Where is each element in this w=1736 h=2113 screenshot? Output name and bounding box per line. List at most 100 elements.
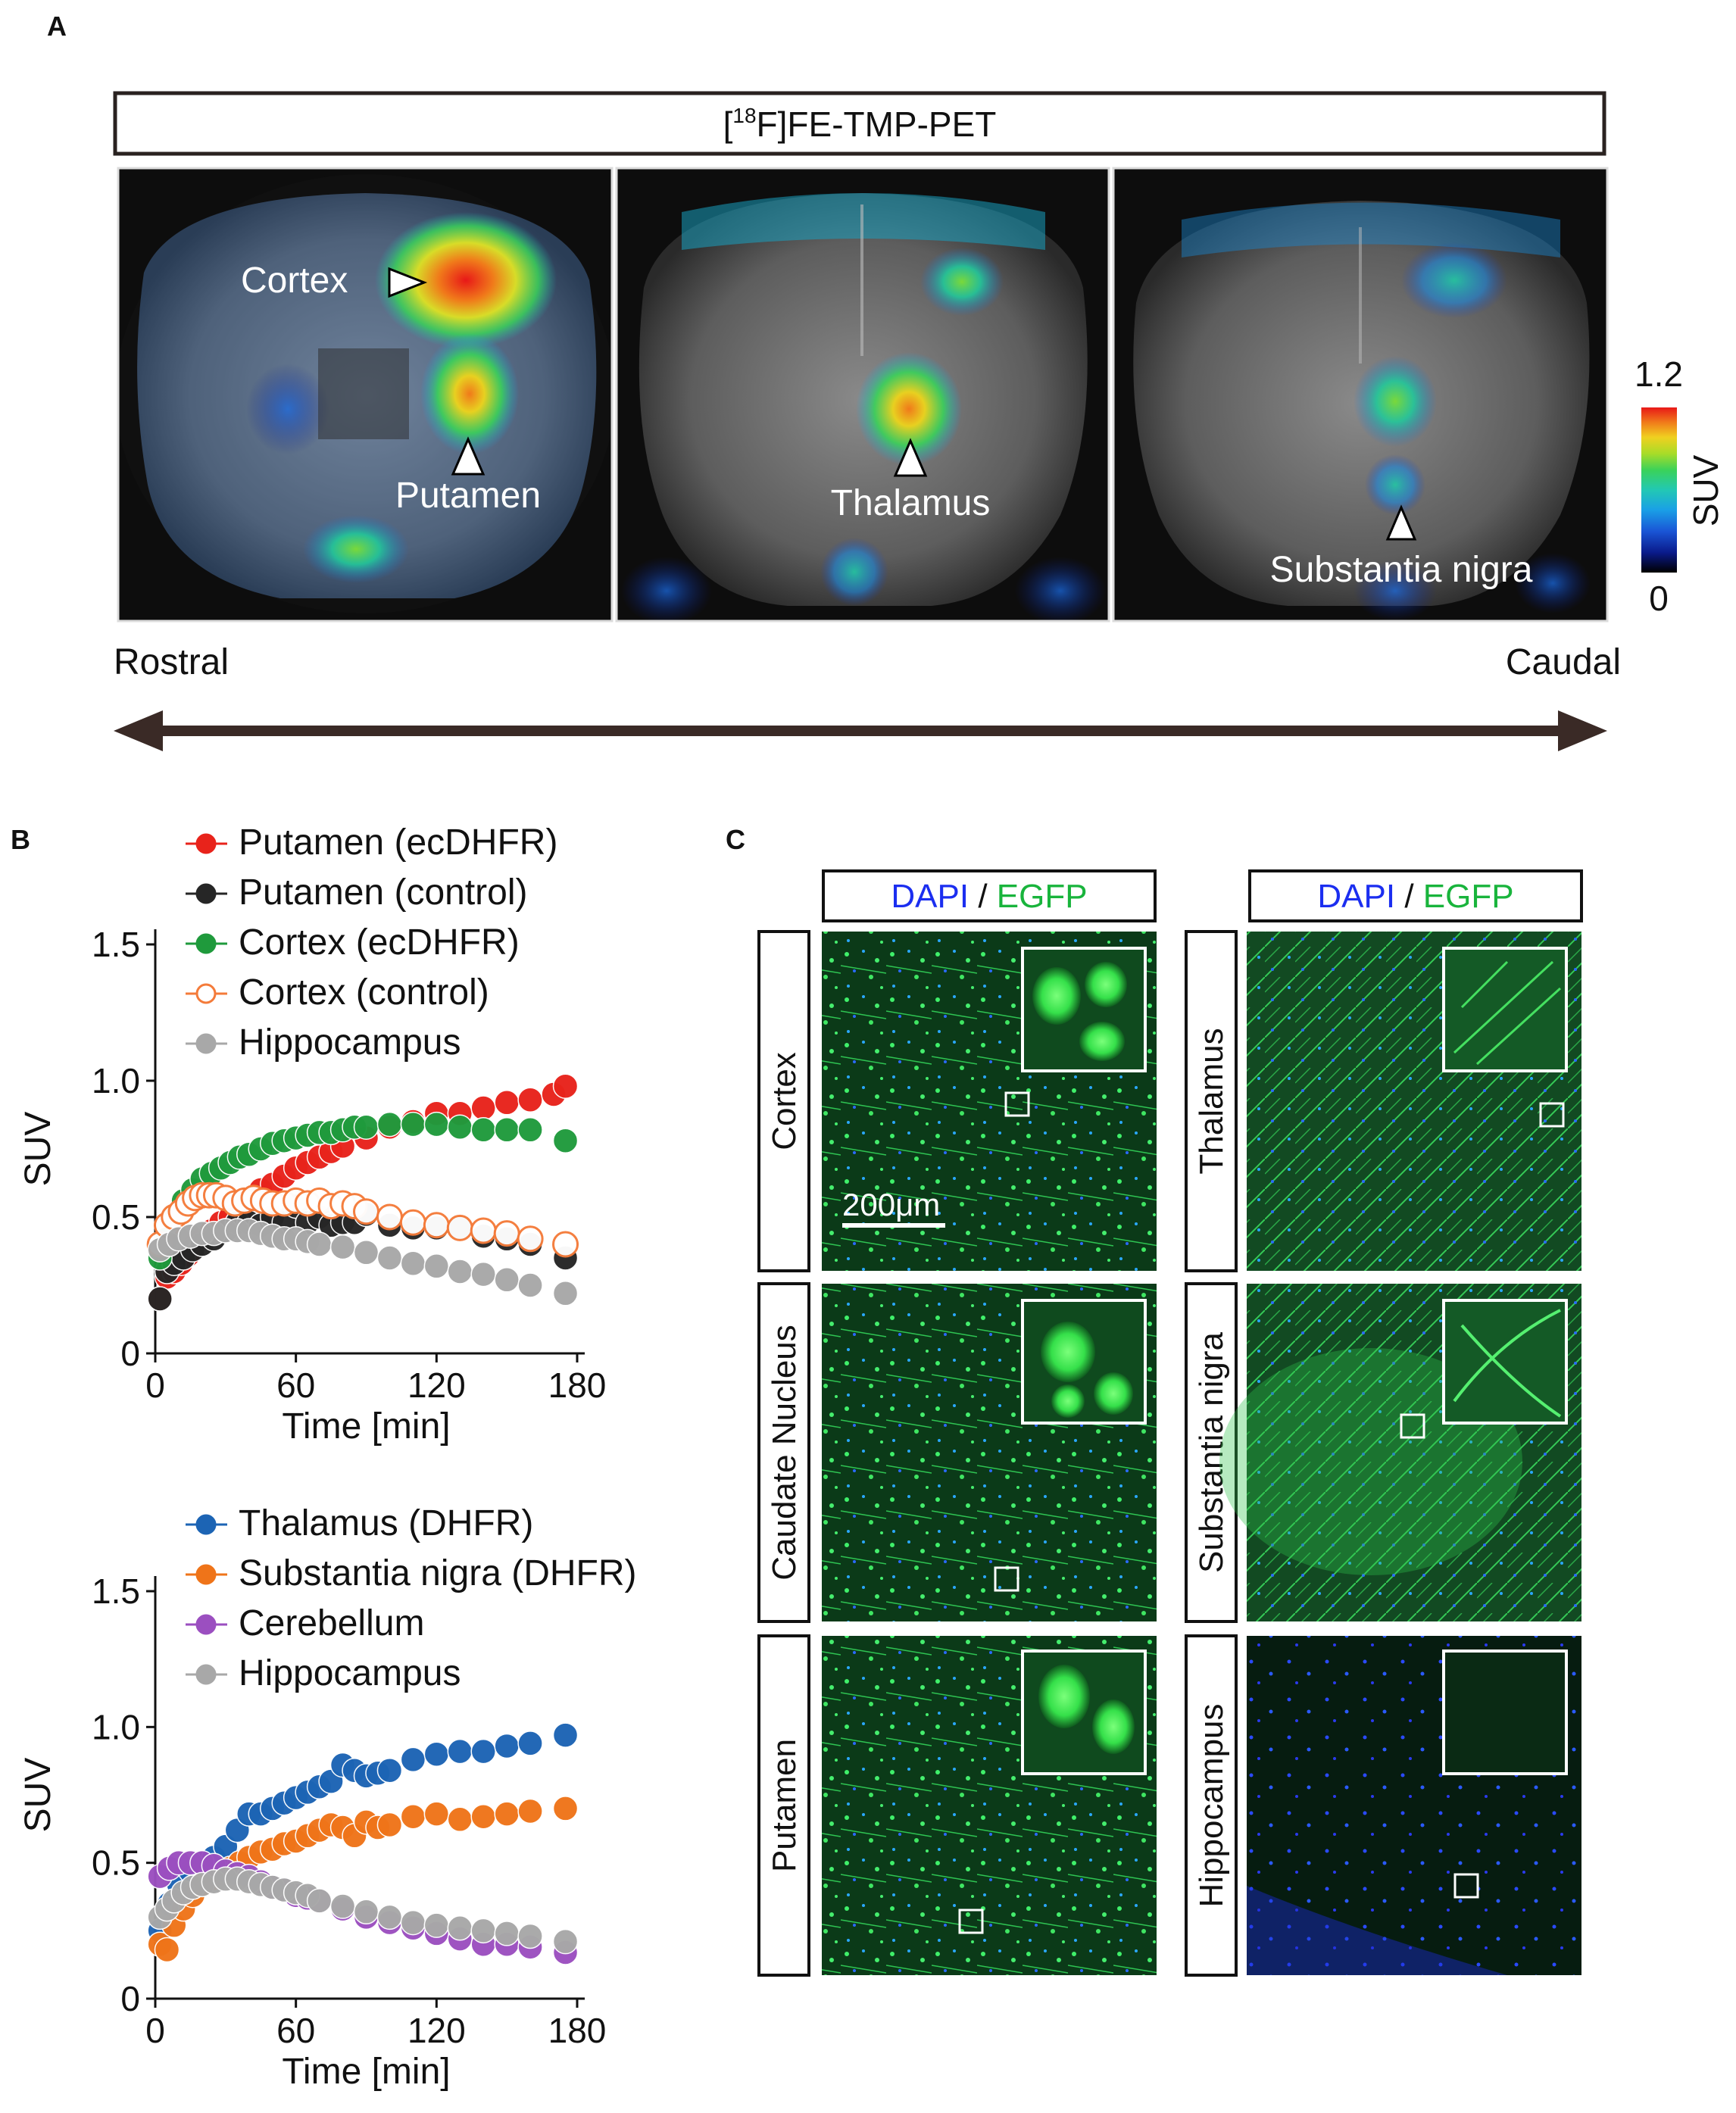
data-point-thalamus-dhfr <box>470 1738 496 1765</box>
data-point-thalamus-dhfr <box>552 1722 579 1748</box>
y-axis-label: SUV <box>18 1112 58 1187</box>
panel-c-letter: C <box>726 824 745 855</box>
data-point-cortex-ecdhfr <box>494 1117 520 1143</box>
legend-marker-cortex-ecdhfr <box>195 933 217 954</box>
chart-bottom: Thalamus (DHFR) Substantia nigra (DHFR) Ce… <box>18 1503 637 2092</box>
data-point-hippocampus <box>306 1231 333 1257</box>
legend-label-cerebellum: Cerebellum <box>239 1603 424 1643</box>
data-point-thalamus-dhfr <box>494 1733 520 1759</box>
y-tick-label: 0.5 <box>92 1197 140 1237</box>
x-tick-label: 0 <box>145 2011 165 2050</box>
micrograph-hippocampus <box>1247 1636 1581 1975</box>
x-axis-label: Time [min] <box>282 2052 450 2092</box>
legend-label-putamen-control: Putamen (control) <box>239 872 528 913</box>
axis-arrow-right <box>1558 710 1607 751</box>
data-point-hippocampus <box>306 1888 333 1914</box>
data-point-cortex-ecdhfr <box>400 1111 426 1138</box>
data-point-putamen-ecdhfr <box>470 1095 496 1121</box>
data-point-substantia-nigra-dhfr <box>423 1801 450 1827</box>
data-point-hippocampus <box>376 1904 403 1930</box>
data-point-substantia-nigra-dhfr <box>447 1806 473 1833</box>
data-point-hippocampus <box>517 1272 543 1298</box>
legend-marker-cerebellum <box>195 1614 217 1635</box>
data-point-hippocampus <box>329 1234 356 1260</box>
data-point-hippocampus <box>517 1923 543 1949</box>
data-point-thalamus-dhfr <box>517 1731 543 1756</box>
legend-label-putamen-ecdhfr: Putamen (ecDHFR) <box>239 822 557 863</box>
data-point-substantia-nigra-dhfr <box>517 1798 543 1824</box>
axis-arrow-left <box>114 710 163 751</box>
y-tick-label: 1.0 <box>92 1707 140 1746</box>
header-right: DAPI / EGFP <box>1317 878 1513 915</box>
pet-banner-title: [18F]FE-TMP-PET <box>723 104 997 144</box>
data-point-thalamus-dhfr <box>400 1746 426 1773</box>
micrograph-substantia-nigra <box>1219 1284 1581 1621</box>
data-point-substantia-nigra-dhfr <box>470 1803 496 1830</box>
pet-banner-frame <box>113 91 1606 156</box>
label-cortex: Cortex <box>241 261 348 301</box>
data-point-putamen-ecdhfr <box>494 1090 520 1116</box>
panel-b-letter: B <box>11 824 30 855</box>
x-tick-label: 180 <box>548 2011 607 2050</box>
data-point-cortex-control <box>423 1212 450 1239</box>
label-rostral: Rostral <box>114 642 229 682</box>
region-label-cortex: Cortex <box>766 1052 803 1150</box>
data-point-thalamus-dhfr <box>447 1738 473 1765</box>
data-point-cortex-control <box>493 1220 520 1247</box>
region-label-hippocampus: Hippocampus <box>1193 1703 1230 1907</box>
pet-slice-middle <box>617 168 1109 621</box>
data-point-hippocampus <box>376 1245 403 1271</box>
pet-slice-caudal <box>1113 168 1607 621</box>
data-point-hippocampus <box>400 1909 426 1936</box>
x-axis-label: Time [min] <box>282 1406 450 1447</box>
legend-marker-hippocampus <box>195 1033 217 1054</box>
arrowhead-cortex <box>388 267 428 298</box>
data-point-cortex-ecdhfr <box>517 1117 543 1143</box>
panel-c-figure: DAPI / EGFP DAPI / EGFP Cortex Caudate N… <box>757 869 1583 1977</box>
colorbar-label: SUV <box>1686 454 1725 526</box>
data-point-hippocampus <box>353 1899 379 1924</box>
x-tick-label: 120 <box>407 2011 466 2050</box>
x-tick-label: 0 <box>145 1365 165 1405</box>
data-point-hippocampus <box>470 1918 496 1944</box>
data-point-cortex-ecdhfr <box>470 1117 496 1143</box>
data-point-cortex-ecdhfr <box>423 1111 450 1138</box>
label-putamen: Putamen <box>395 476 541 516</box>
scale-bar-label: 200μm <box>842 1187 940 1222</box>
data-point-cortex-control <box>446 1214 473 1241</box>
label-substantia-nigra: Substantia nigra <box>1270 550 1533 590</box>
data-point-hippocampus <box>447 1259 473 1284</box>
data-point-hippocampus <box>552 1928 579 1955</box>
region-label-putamen: Putamen <box>766 1739 803 1872</box>
y-axis-label: SUV <box>18 1758 58 1833</box>
data-point-hippocampus <box>470 1261 496 1287</box>
y-tick-label: 1.0 <box>92 1061 140 1100</box>
data-point-cortex-control <box>517 1225 544 1253</box>
data-point-substantia-nigra-dhfr <box>400 1803 426 1830</box>
legend-marker-cortex-control <box>195 983 217 1004</box>
header-left: DAPI / EGFP <box>891 878 1087 915</box>
legend-label-cortex-control: Cortex (control) <box>239 972 489 1013</box>
pet-slice-rostral <box>118 168 612 621</box>
series-cortex-control <box>146 1181 579 1258</box>
data-point-hippocampus <box>353 1240 379 1266</box>
data-point-putamen-ecdhfr <box>552 1073 579 1099</box>
data-point-substantia-nigra-dhfr <box>552 1796 579 1821</box>
arrowhead-putamen <box>451 436 486 476</box>
legend-label-cortex-ecdhfr: Cortex (ecDHFR) <box>239 922 520 963</box>
data-point-hippocampus <box>423 1253 450 1279</box>
header-left-frame <box>822 869 1157 922</box>
data-point-substantia-nigra-dhfr <box>494 1801 520 1827</box>
data-point-cortex-control <box>376 1203 403 1231</box>
data-point-hippocampus <box>400 1250 426 1276</box>
y-tick-label: 0 <box>120 1979 140 2018</box>
y-tick-label: 0 <box>120 1334 140 1373</box>
data-point-cortex-ecdhfr <box>552 1128 579 1153</box>
series-hippocampus <box>147 1866 579 1955</box>
header-right-frame <box>1248 869 1583 922</box>
x-tick-label: 60 <box>276 1365 315 1405</box>
data-point-hippocampus <box>494 1267 520 1293</box>
series-hippocampus <box>147 1218 579 1306</box>
arrowhead-substantia-nigra <box>1385 504 1417 541</box>
data-point-hippocampus <box>552 1281 579 1306</box>
